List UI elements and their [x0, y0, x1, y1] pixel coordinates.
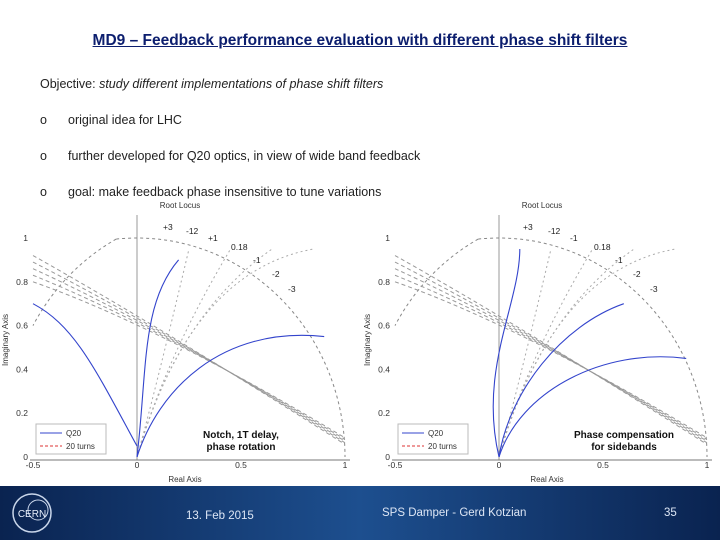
annotation: +3 — [163, 222, 173, 232]
y-tick-label: 0.4 — [378, 364, 390, 374]
damping-curve — [394, 274, 708, 440]
caption: Notch, 1T delay, — [203, 430, 279, 441]
bullet-marker: o — [40, 113, 47, 127]
damping-curve — [394, 281, 708, 439]
x-tick-label: -0.5 — [388, 460, 403, 470]
unit-circle — [394, 238, 479, 326]
annotation: -2 — [633, 269, 641, 279]
freq-curve — [136, 248, 314, 458]
x-axis-label: Real Axis — [530, 475, 563, 484]
damping-curve — [32, 261, 346, 444]
annotation: -1 — [253, 255, 261, 265]
y-axis-label: Imaginary Axis — [363, 314, 372, 366]
annotation: -3 — [650, 284, 658, 294]
freq-curve — [136, 248, 273, 458]
root-locus-plot: Root Locus Imaginary Axis Real Axis 1 0.8 0.6… — [1, 201, 350, 484]
locus-curve — [492, 248, 521, 458]
freq-curve — [498, 248, 635, 458]
locus-curve — [136, 259, 180, 458]
legend-box — [397, 423, 469, 455]
freq-curve — [136, 248, 190, 458]
caption: Phase compensation — [574, 430, 674, 441]
damping-curve — [32, 255, 346, 445]
caption: phase rotation — [207, 442, 276, 453]
objective-text: study different implementations of phase… — [99, 77, 384, 91]
freq-curve — [498, 248, 594, 458]
locus-curve — [498, 356, 687, 458]
slide-title: MD9 – Feedback performance evaluation wi… — [92, 32, 628, 49]
locus-curve — [136, 334, 325, 458]
y-tick-label: 1 — [385, 233, 390, 243]
y-tick-label: 0.6 — [378, 321, 390, 331]
y-tick-label: 1 — [23, 233, 28, 243]
y-tick-label: 0.6 — [16, 321, 28, 331]
x-tick-label: -0.5 — [26, 460, 41, 470]
damping-curve — [32, 274, 346, 440]
y-tick-label: 0.8 — [16, 277, 28, 287]
legend-label: 20 turns — [66, 442, 95, 451]
x-axis-label: Real Axis — [168, 475, 201, 484]
annotation: -1 — [570, 233, 578, 243]
y-tick-label: 0.2 — [378, 408, 390, 418]
damping-curve — [394, 268, 708, 442]
unit-circle — [32, 238, 117, 326]
y-tick-label: 0.2 — [16, 408, 28, 418]
caption: for sidebands — [591, 442, 657, 453]
footer-page: 35 — [664, 507, 677, 519]
damping-curve — [32, 281, 346, 439]
x-tick-label: 0.5 — [235, 460, 247, 470]
y-tick-label: 0.4 — [16, 364, 28, 374]
bullet-text: goal: make feedback phase insensitive to… — [68, 185, 382, 199]
legend-label: Q20 — [66, 429, 82, 438]
annotation: -2 — [272, 269, 280, 279]
plot-title: Root Locus — [522, 201, 562, 210]
locus-curve — [32, 303, 138, 447]
locus-curve — [498, 303, 624, 458]
footer-bar: CERN 13. Feb 2015 SPS Damper - Gerd Kotz… — [0, 486, 720, 540]
x-tick-label: 0 — [497, 460, 502, 470]
footer-author: SPS Damper - Gerd Kotzian — [382, 507, 527, 519]
objective: Objective: study different implementatio… — [40, 77, 383, 91]
freq-curve — [136, 248, 232, 458]
objective-label: Objective: — [40, 77, 96, 91]
annotation: -1 — [615, 255, 623, 265]
x-tick-label: 0 — [135, 460, 140, 470]
y-tick-label: 0 — [23, 452, 28, 462]
damping-curve — [394, 261, 708, 444]
unit-circle — [478, 237, 708, 458]
plots: Root Locus Imaginary Axis Real Axis 1 0.8 0.6… — [1, 201, 712, 484]
x-tick-label: 0.5 — [597, 460, 609, 470]
annotation: -12 — [186, 226, 199, 236]
footer-date: 13. Feb 2015 — [186, 510, 254, 522]
damping-curve — [394, 255, 708, 445]
root-locus-plot: Root Locus Imaginary Axis Real Axis 1 0.8 0.6… — [363, 201, 712, 484]
bullet-marker: o — [40, 149, 47, 163]
x-tick-label: 1 — [343, 460, 348, 470]
annotation: +1 — [208, 233, 218, 243]
bullet-marker: o — [40, 185, 47, 199]
logo-text: CERN — [18, 509, 46, 520]
annotation: -3 — [288, 284, 296, 294]
y-axis-label: Imaginary Axis — [1, 314, 10, 366]
logo: CERN — [12, 493, 52, 533]
x-tick-label: 1 — [705, 460, 710, 470]
legend-label: 20 turns — [428, 442, 457, 451]
freq-curve — [498, 248, 676, 458]
annotation: 0.18 — [594, 242, 611, 252]
annotation: +3 — [523, 222, 533, 232]
legend-label: Q20 — [428, 429, 444, 438]
legend-box — [35, 423, 107, 455]
plot-title: Root Locus — [160, 201, 200, 210]
annotation: -12 — [548, 226, 561, 236]
unit-circle — [116, 237, 346, 458]
damping-curve — [32, 268, 346, 442]
y-tick-label: 0.8 — [378, 277, 390, 287]
bullet-text: further developed for Q20 optics, in vie… — [68, 149, 421, 163]
y-tick-label: 0 — [385, 452, 390, 462]
annotation: 0.18 — [231, 242, 248, 252]
bullet-text: original idea for LHC — [68, 113, 182, 127]
